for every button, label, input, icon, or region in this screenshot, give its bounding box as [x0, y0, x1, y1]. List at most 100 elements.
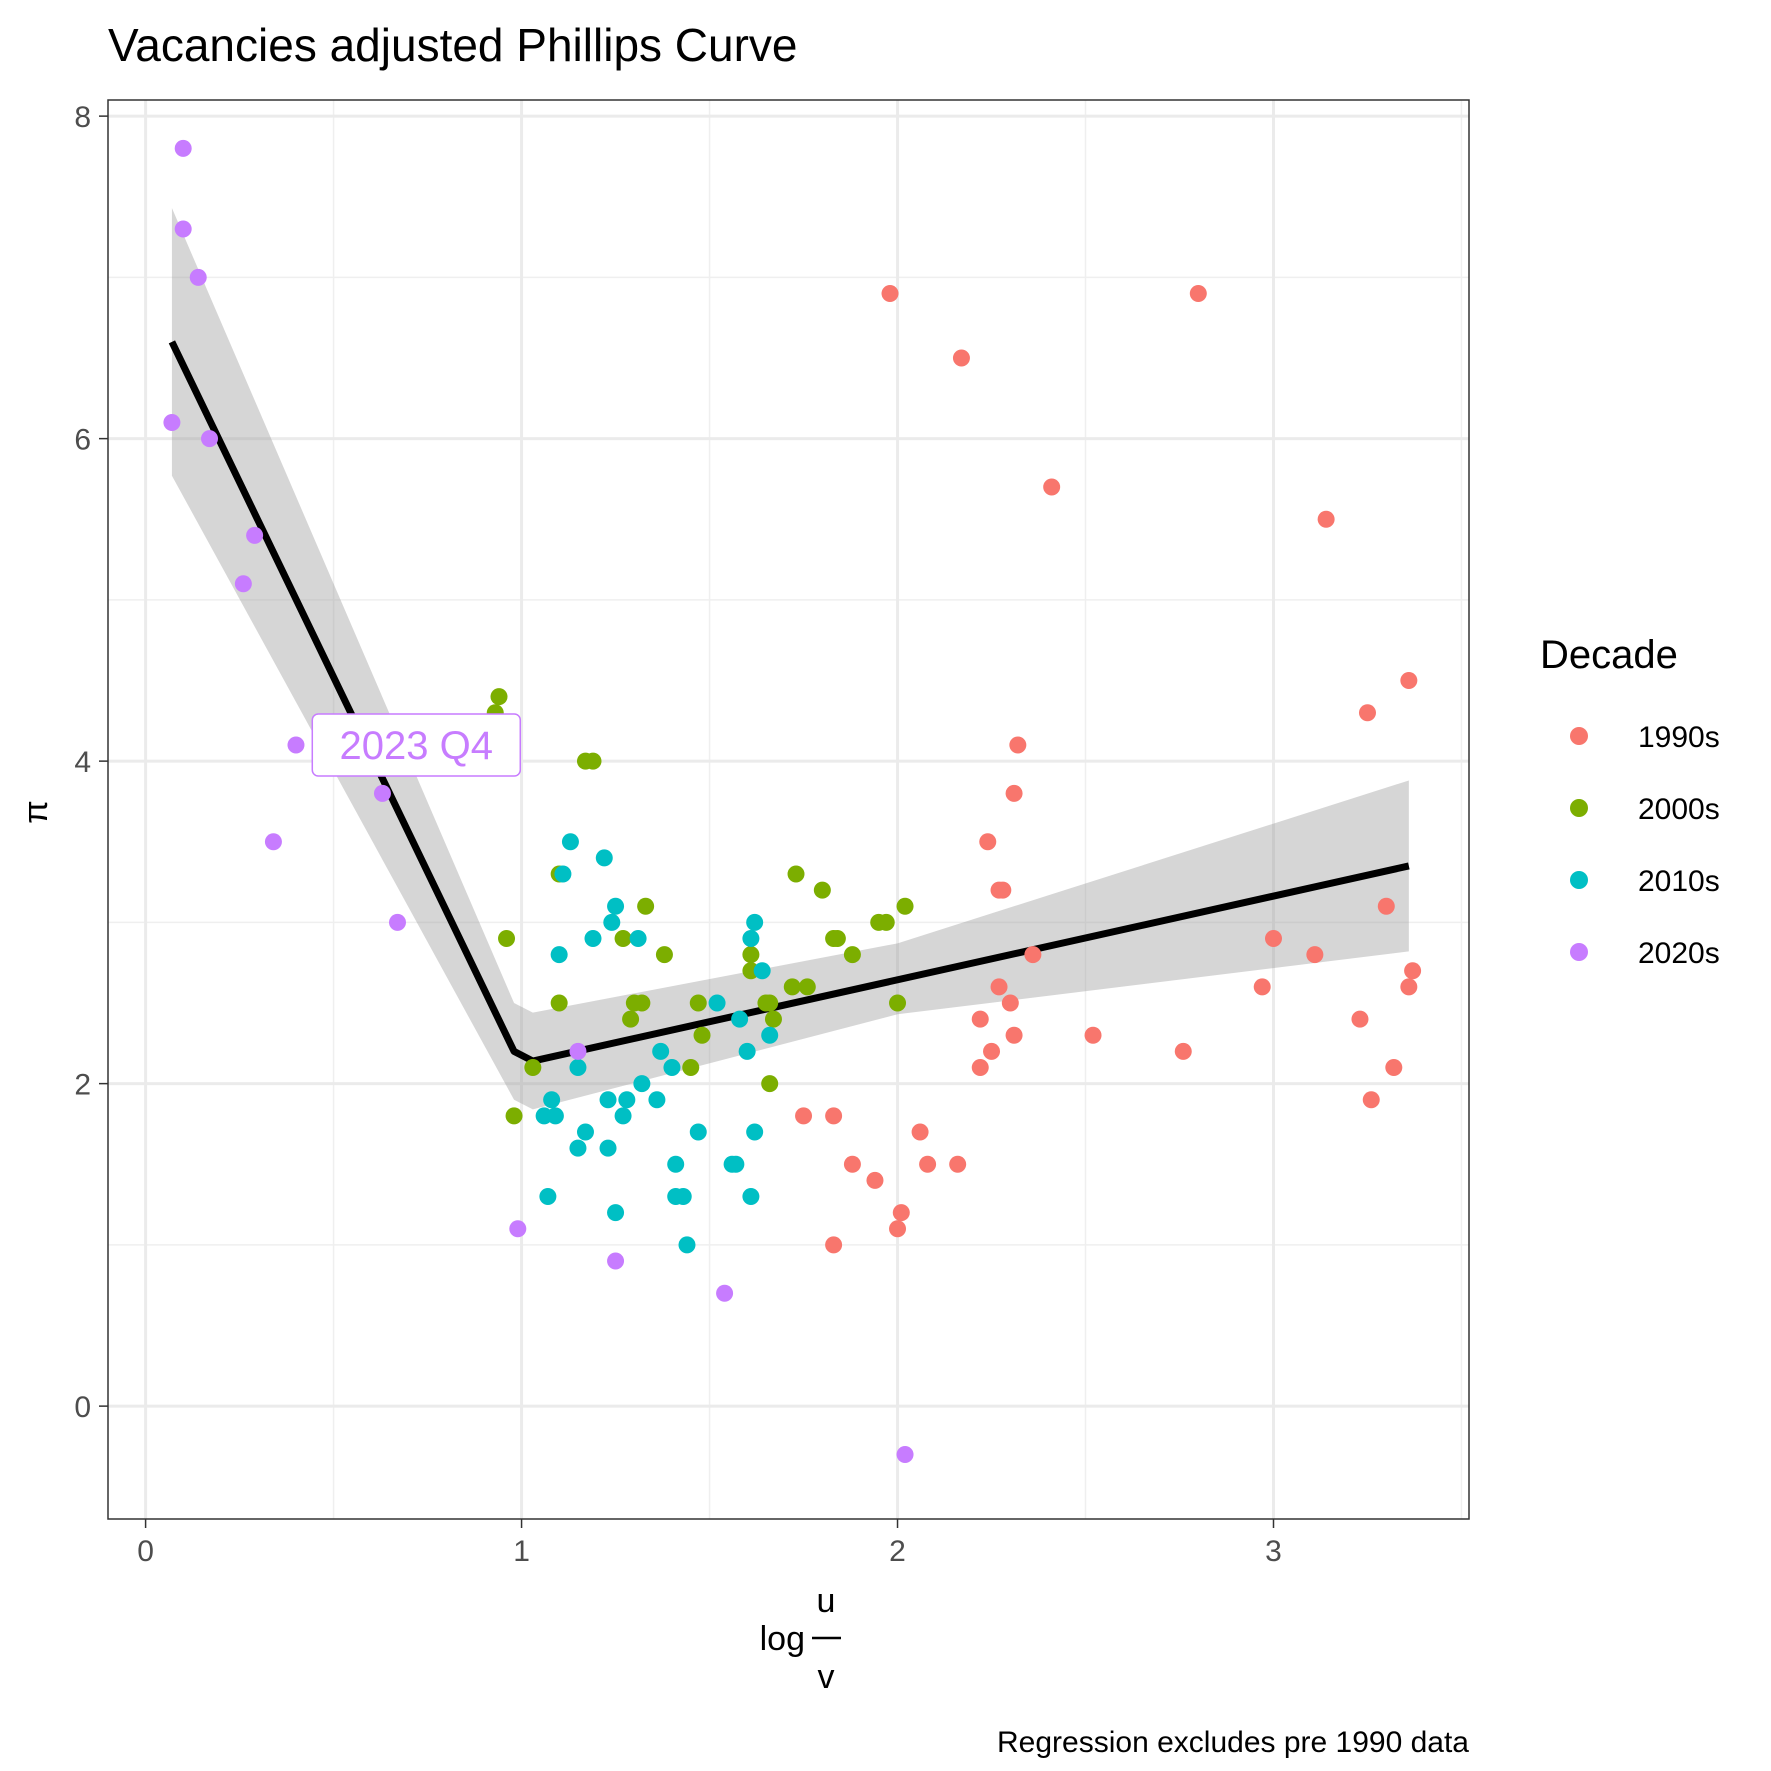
data-point-1990s [1084, 1026, 1102, 1044]
data-point-1990s [1009, 736, 1027, 754]
data-point-2020s [569, 1042, 587, 1060]
data-point-1990s [971, 1059, 989, 1076]
data-point-1990s [979, 833, 997, 851]
data-point-2000s [783, 978, 801, 996]
regression-fit-line [168, 340, 1410, 1065]
x-axis-title: log u v [760, 1582, 841, 1696]
data-point-2000s [787, 865, 805, 883]
data-point-2020s [287, 736, 305, 754]
x-tick-label: 1 [513, 1535, 530, 1568]
data-point-2010s [746, 1123, 764, 1141]
data-point-1990s [971, 1010, 989, 1028]
data-point-2010s [595, 849, 613, 867]
data-point-1990s [1306, 946, 1324, 964]
data-point-2010s [607, 1204, 625, 1222]
data-point-1990s [990, 978, 1008, 996]
data-point-1990s [843, 1155, 861, 1173]
data-point-1990s [919, 1155, 937, 1173]
fit-line-layer [168, 340, 1410, 1065]
data-point-1990s [1362, 1091, 1380, 1109]
data-point-2010s [742, 930, 760, 947]
x-tick-label: 0 [137, 1535, 154, 1568]
data-point-1990s [1264, 930, 1282, 947]
data-point-1990s [795, 1107, 813, 1125]
data-point-2000s [693, 1026, 711, 1044]
data-point-2020s [174, 139, 192, 157]
data-point-2010s [599, 1139, 617, 1157]
scatter-points-layer [163, 139, 1422, 1463]
data-point-2010s [689, 1123, 707, 1141]
y-tick-label: 4 [74, 746, 91, 779]
confidence-ribbon-layer [171, 208, 1409, 1110]
data-point-1990s [1400, 978, 1418, 996]
data-point-1990s [1377, 897, 1395, 915]
data-point-2000s [524, 1059, 542, 1076]
data-point-2000s [655, 946, 673, 964]
data-point-1990s [1043, 478, 1061, 496]
data-point-2010s [761, 1026, 779, 1044]
data-point-2010s [569, 1139, 587, 1157]
y-axis-title: π [17, 800, 55, 823]
panel-border [107, 99, 1470, 1520]
data-point-2000s [637, 897, 655, 915]
data-point-2010s [561, 833, 579, 851]
data-point-2010s [550, 946, 568, 964]
legend-key-2000s [1570, 799, 1588, 817]
data-point-1990s [1317, 510, 1335, 528]
x-tick-label: 2 [889, 1535, 906, 1568]
data-point-2020s [234, 575, 252, 593]
data-point-2010s [584, 930, 602, 947]
data-point-1990s [1005, 1026, 1023, 1044]
data-point-2010s [539, 1188, 557, 1205]
data-point-2000s [550, 994, 568, 1012]
data-point-2010s [731, 1010, 749, 1028]
data-point-1990s [1174, 1042, 1192, 1060]
data-point-2010s [618, 1091, 636, 1109]
data-point-2020s [163, 414, 181, 431]
data-point-1990s [825, 1236, 843, 1254]
legend-label-2010s: 2010s [1638, 865, 1720, 898]
data-point-2000s [633, 994, 651, 1012]
data-point-1990s [1001, 994, 1019, 1012]
data-point-2000s [498, 930, 516, 947]
data-point-2010s [554, 865, 572, 883]
data-point-1990s [983, 1042, 1001, 1060]
y-tick-label: 0 [74, 1391, 91, 1424]
data-point-2000s [877, 913, 895, 931]
data-point-2010s [648, 1091, 666, 1109]
x-axis-title-numerator: u [817, 1582, 836, 1620]
legend-key-2010s [1570, 871, 1588, 889]
data-point-2010s [633, 1075, 651, 1093]
major-gridlines [108, 100, 1469, 1519]
data-point-2020s [607, 1252, 625, 1270]
data-point-2000s [764, 1010, 782, 1028]
data-point-2010s [543, 1091, 561, 1109]
data-point-1990s [1189, 285, 1207, 302]
data-point-2020s [189, 268, 207, 286]
data-point-1990s [911, 1123, 929, 1141]
data-point-2000s [889, 994, 907, 1012]
data-point-2010s [708, 994, 726, 1012]
data-point-2020s [264, 833, 282, 851]
legend: Decade 1990s 2000s 2010s 2020s [1540, 633, 1720, 970]
data-point-1990s [892, 1204, 910, 1222]
data-point-2020s [716, 1284, 734, 1302]
legend-key-2020s [1570, 943, 1588, 961]
data-point-2000s [798, 978, 816, 996]
data-point-1990s [1351, 1010, 1369, 1028]
data-point-2000s [584, 752, 602, 770]
annotation-label: 2023 Q4 [340, 724, 493, 768]
chart-caption: Regression excludes pre 1990 data [997, 1726, 1469, 1759]
data-point-2010s [742, 1188, 760, 1205]
data-point-2000s [843, 946, 861, 964]
legend-label-2020s: 2020s [1638, 937, 1720, 970]
data-point-1990s [881, 285, 899, 302]
legend-items: 1990s 2000s 2010s 2020s [1570, 721, 1720, 970]
data-point-2000s [828, 930, 846, 947]
data-point-2010s [667, 1155, 685, 1173]
annotation-label-box [311, 713, 522, 777]
data-point-2000s [682, 1059, 700, 1076]
data-point-1990s [1400, 672, 1418, 689]
data-point-1990s [1358, 704, 1376, 722]
data-point-2010s [674, 1188, 692, 1205]
